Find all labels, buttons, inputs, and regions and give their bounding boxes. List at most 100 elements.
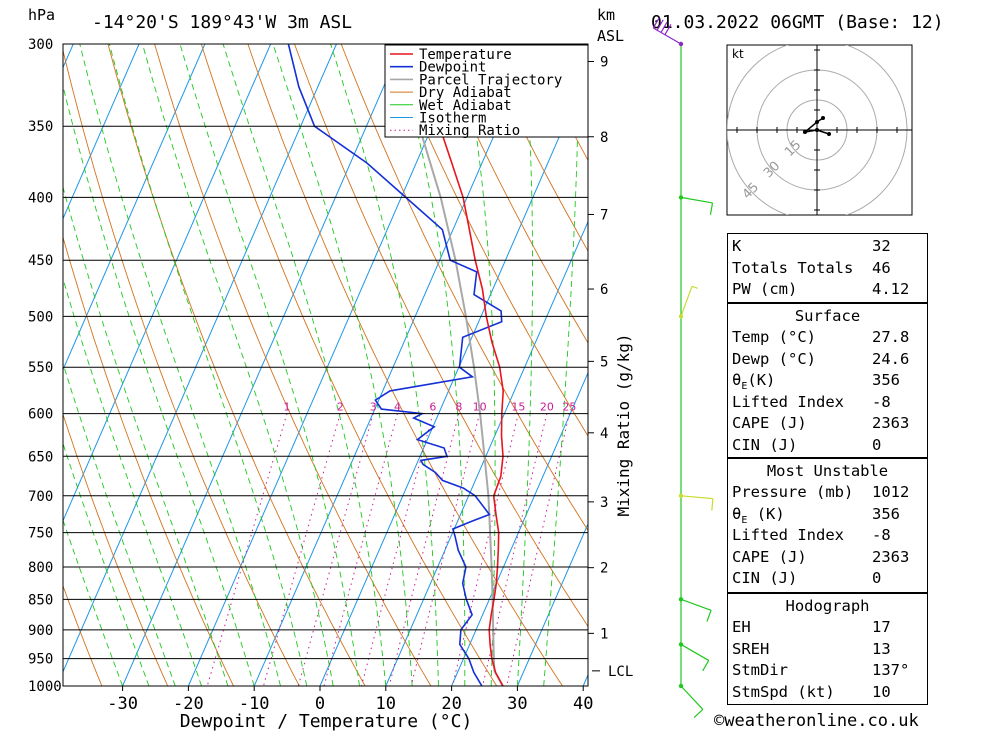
wind-barb-feather bbox=[702, 660, 710, 672]
isotherm-line bbox=[63, 44, 140, 220]
datetime-title: 01.03.2022 06GMT (Base: 12) bbox=[651, 12, 944, 33]
mixing-ratio-label: 15 bbox=[511, 401, 525, 414]
most-unstable-title: Most Unstable bbox=[766, 462, 889, 480]
hodograph-stat-value: 10 bbox=[872, 682, 891, 701]
dry-adiabat-line bbox=[480, 44, 588, 252]
mixing-ratio-line bbox=[388, 413, 460, 686]
legend-label: Dewpoint bbox=[419, 60, 486, 76]
index-value: 4.12 bbox=[872, 280, 910, 299]
legend-label: Isotherm bbox=[419, 111, 486, 127]
height-tick-label: 5 bbox=[600, 354, 608, 370]
surface-row: Dewp (°C) 24.6 bbox=[732, 350, 923, 372]
hodograph-point bbox=[821, 116, 825, 120]
wet-adiabat-line bbox=[63, 84, 255, 686]
indices-box: K 32 Totals Totals 46 PW (cm) 4.12 bbox=[727, 233, 928, 303]
mixing-ratio-line bbox=[361, 413, 434, 686]
location-title: -14°20'S 189°43'W 3m ASL bbox=[92, 12, 353, 33]
dry-adiabat-line bbox=[63, 584, 103, 686]
most-unstable-label: CAPE (J) bbox=[732, 547, 807, 566]
isotherm-line bbox=[122, 44, 403, 686]
most-unstable-row: Pressure (mb) 1012 bbox=[732, 483, 923, 505]
hodograph-stat-value: 13 bbox=[872, 639, 891, 658]
surface-value: 356 bbox=[872, 371, 900, 390]
height-tick-label: 9 bbox=[600, 54, 608, 70]
wind-barb-feather bbox=[691, 285, 698, 289]
isotherm-line bbox=[451, 371, 588, 686]
pressure-tick-label: 450 bbox=[28, 253, 53, 269]
pressure-axis-unit: hPa bbox=[28, 6, 56, 24]
height-tick-label: 6 bbox=[600, 282, 608, 298]
mixing-ratio-label: 20 bbox=[540, 401, 554, 414]
most-unstable-value: 2363 bbox=[872, 547, 910, 566]
most-unstable-box: Most Unstable Pressure (mb) 1012 θE (K) 356… bbox=[727, 458, 928, 593]
hodograph-stat-row: EH 17 bbox=[732, 618, 923, 640]
most-unstable-row: Lifted Index -8 bbox=[732, 526, 923, 548]
surface-label: Dewp (°C) bbox=[732, 349, 816, 368]
wet-adiabat-line bbox=[63, 185, 229, 686]
most-unstable-value: 0 bbox=[872, 569, 882, 588]
mixing-ratio-label: 3 bbox=[370, 401, 377, 414]
surface-label: θE(K) bbox=[732, 371, 776, 393]
wind-barb-staff bbox=[680, 685, 704, 710]
mixing-ratio-label: 10 bbox=[473, 401, 487, 414]
dry-adiabat-line bbox=[107, 44, 366, 686]
wind-barb-feather bbox=[706, 610, 712, 622]
wet-adiabat-line bbox=[272, 44, 413, 686]
hodograph-stat-label: StmDir bbox=[732, 661, 788, 680]
dry-adiabat-line bbox=[994, 44, 1000, 686]
wind-barb-feather bbox=[652, 17, 660, 29]
wind-barb bbox=[678, 195, 714, 215]
dry-adiabat-line bbox=[433, 44, 588, 344]
height-tick-label: 8 bbox=[600, 130, 608, 146]
hodograph-stat-value: 137° bbox=[872, 661, 910, 680]
height-tick-label: 1 bbox=[600, 626, 608, 642]
hodograph-point bbox=[827, 132, 831, 136]
temperature-tick-label: 10 bbox=[376, 694, 396, 714]
most-unstable-label: θE (K) bbox=[732, 504, 785, 526]
wind-barb bbox=[678, 597, 712, 622]
hodograph-stat-row: StmDir 137° bbox=[732, 661, 923, 683]
mixing-ratio-line bbox=[263, 413, 341, 686]
index-value: 46 bbox=[872, 258, 891, 277]
copyright-footer[interactable]: ©weatheronline.co.uk bbox=[714, 711, 919, 731]
wind-barb-staff bbox=[652, 27, 682, 45]
wind-barb-staff bbox=[680, 286, 693, 317]
pressure-tick-label: 400 bbox=[28, 190, 53, 206]
index-row: PW (cm) 4.12 bbox=[732, 280, 923, 302]
wet-adiabat-line bbox=[108, 44, 308, 686]
most-unstable-value: 1012 bbox=[872, 483, 910, 501]
wind-barb-feather bbox=[660, 21, 668, 33]
index-label: Totals Totals bbox=[732, 258, 854, 277]
temperature-line bbox=[402, 44, 505, 686]
most-unstable-label: CIN (J) bbox=[732, 569, 798, 588]
legend-label: Wet Adiabat bbox=[419, 98, 512, 114]
hodograph-stat-label: EH bbox=[732, 618, 751, 636]
km-label: km bbox=[597, 6, 616, 24]
wind-barb-staff bbox=[680, 196, 713, 204]
wet-adiabat-line bbox=[142, 44, 334, 686]
wind-barb-staff bbox=[680, 643, 710, 661]
wind-barb-feather bbox=[693, 708, 704, 719]
hodograph-unit-label: kt bbox=[732, 47, 744, 61]
isotherm-line bbox=[63, 44, 272, 522]
dewpoint-line bbox=[287, 44, 503, 686]
hodograph-point bbox=[803, 130, 807, 134]
isotherm-line bbox=[0, 44, 7, 686]
mixing-ratio-line bbox=[410, 413, 481, 686]
wind-barb-feather bbox=[656, 19, 664, 31]
hodograph-stat-label: SREH bbox=[732, 639, 770, 658]
surface-row: CAPE (J) 2363 bbox=[732, 414, 923, 436]
lcl-label: LCL bbox=[608, 664, 633, 680]
wind-barb bbox=[678, 683, 704, 719]
temperature-tick-label: -30 bbox=[107, 694, 138, 714]
wind-barb-feather bbox=[711, 498, 714, 511]
wind-barb bbox=[652, 17, 684, 47]
hodograph-point bbox=[815, 128, 819, 132]
most-unstable-value: -8 bbox=[872, 526, 891, 545]
mixing-ratio-label: 6 bbox=[429, 401, 436, 414]
parcel-trajectory-line bbox=[388, 44, 504, 686]
isotherm-line bbox=[516, 522, 588, 686]
surface-value: 0 bbox=[872, 436, 882, 454]
